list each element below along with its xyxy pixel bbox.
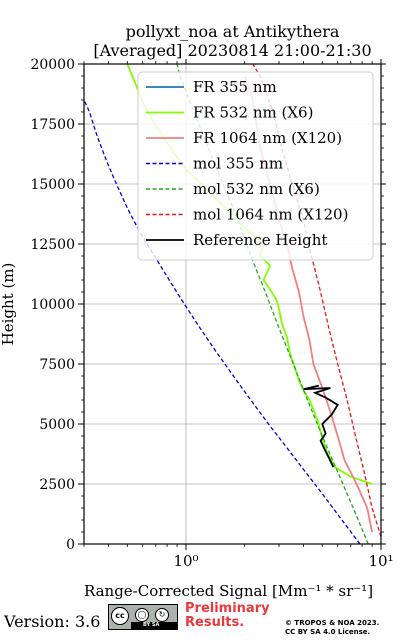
legend-label-0: FR 355 nm bbox=[193, 78, 277, 96]
y-tick-label: 10000 bbox=[30, 297, 75, 313]
preliminary-notice: Preliminary Results. bbox=[185, 602, 270, 630]
y-tick-label: 7500 bbox=[39, 357, 75, 373]
share-alike-icon: ↻ bbox=[155, 608, 169, 622]
y-tick-label: 0 bbox=[66, 537, 75, 553]
legend: FR 355 nm FR 532 nm (X6) FR 1064 nm (X120)… bbox=[137, 71, 374, 261]
copyright-line-2: CC BY SA 4.0 License. bbox=[285, 628, 371, 636]
series-line-6 bbox=[303, 384, 339, 468]
y-tick-label: 17500 bbox=[30, 117, 75, 133]
chart-subtitle: [Averaged] 20230814 21:00-21:30 bbox=[93, 41, 372, 60]
cc-license-badge[interactable]: cc ◯ ↻ BY SA bbox=[108, 604, 178, 630]
series-line-4 bbox=[176, 64, 369, 544]
copyright-notice: © TROPOS & NOA 2023. CC BY SA 4.0 Licens… bbox=[285, 619, 379, 637]
chart-title: pollyxt_noa at Antikythera bbox=[125, 22, 340, 41]
y-axis-label: Height (m) bbox=[0, 263, 17, 346]
creative-commons-icon: cc bbox=[111, 607, 129, 625]
legend-label-4: mol 532 nm (X6) bbox=[193, 180, 320, 198]
series-line-3 bbox=[84, 99, 361, 544]
y-tick-label: 12500 bbox=[30, 237, 75, 253]
legend-label-5: mol 1064 nm (X120) bbox=[193, 206, 348, 224]
cc-badge-strip: BY SA bbox=[131, 622, 177, 629]
preliminary-line-1: Preliminary bbox=[185, 601, 270, 616]
x-tick-label: 10⁰ bbox=[173, 552, 198, 570]
copyright-line-1: © TROPOS & NOA 2023. bbox=[285, 619, 380, 627]
y-tick-label: 20000 bbox=[30, 57, 75, 73]
version-label: Version: 3.6 bbox=[4, 612, 101, 631]
x-tick-label: 10¹ bbox=[368, 552, 393, 570]
legend-label-1: FR 532 nm (X6) bbox=[193, 104, 313, 122]
attribution-icon: ◯ bbox=[135, 608, 149, 622]
y-tick-label: 5000 bbox=[39, 417, 75, 433]
legend-label-6: Reference Height bbox=[193, 231, 327, 249]
cc-badge-sub: BY SA bbox=[143, 622, 160, 628]
legend-label-2: FR 1064 nm (X120) bbox=[193, 129, 342, 147]
legend-label-3: mol 355 nm bbox=[193, 155, 283, 173]
y-tick-label: 15000 bbox=[30, 177, 75, 193]
chart-plot: 0 2500 5000 7500 10000 12500 15000 17500 20000 10… bbox=[0, 57, 394, 600]
y-tick-label: 2500 bbox=[39, 477, 75, 493]
preliminary-line-2: Results. bbox=[185, 615, 245, 630]
axes: 0 2500 5000 7500 10000 12500 15000 17500 20000 10… bbox=[0, 57, 394, 600]
legend-box bbox=[137, 71, 374, 261]
x-axis-label: Range-Corrected Signal [Mm⁻¹ * sr⁻¹] bbox=[84, 582, 373, 600]
